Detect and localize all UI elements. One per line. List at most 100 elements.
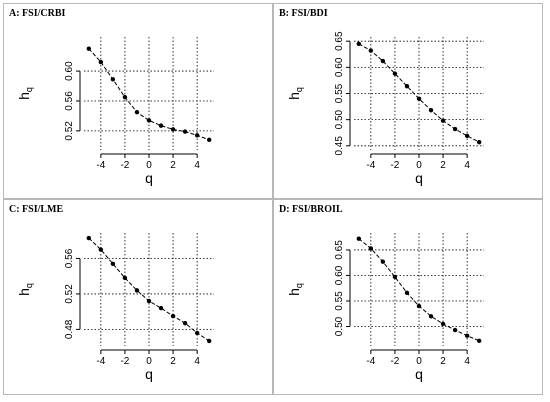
x-tick-label: 0 bbox=[146, 160, 152, 171]
data-point bbox=[122, 275, 128, 281]
y-tick-label: 0.56 bbox=[64, 248, 75, 268]
data-point bbox=[356, 236, 362, 241]
data-point bbox=[368, 48, 374, 53]
data-point bbox=[416, 303, 422, 309]
chart-a: -4 -2 0 2 4 0.52 0.56 0.60 q hq bbox=[16, 37, 214, 186]
data-point bbox=[440, 321, 446, 327]
y-tick-label: 0.45 bbox=[334, 136, 345, 156]
data-point bbox=[380, 259, 386, 264]
y-tick-label: 0.52 bbox=[64, 121, 75, 141]
data-point bbox=[428, 314, 434, 319]
x-tick-label: -4 bbox=[366, 356, 375, 367]
x-tick-label: -2 bbox=[390, 356, 399, 367]
x-tick-label: -2 bbox=[390, 160, 399, 171]
data-point bbox=[404, 290, 410, 296]
chart-c: -4 -2 0 2 4 0.48 0.52 0.56 q hq bbox=[16, 233, 214, 382]
data-point bbox=[158, 305, 164, 311]
y-tick-label: 0.65 bbox=[334, 240, 345, 260]
data-point bbox=[464, 133, 470, 139]
data-point bbox=[464, 333, 470, 338]
panel-c: C: FSI/LME -4 -2 0 2 4 0.48 0.52 0.56 q hq bbox=[3, 199, 273, 395]
y-tick-label: 0.48 bbox=[64, 319, 75, 339]
panel-b: B: FSI/BDI -4 -2 0 2 4 0.45 0.50 0.55 0.60 0.65 q h… bbox=[273, 3, 543, 199]
panel-d: D: FSI/BROIL -4 -2 0 2 4 0.50 0.55 0.60 0.65 q hq bbox=[273, 199, 543, 395]
data-point bbox=[452, 126, 458, 132]
x-axis-label: q bbox=[415, 366, 423, 382]
data-point bbox=[110, 77, 116, 82]
data-point bbox=[170, 127, 176, 132]
data-point bbox=[206, 137, 212, 143]
data-point bbox=[440, 118, 446, 123]
y-tick-label: 0.56 bbox=[64, 91, 75, 111]
data-point bbox=[404, 83, 410, 89]
chart-d: -4 -2 0 2 4 0.50 0.55 0.60 0.65 q hq bbox=[286, 233, 484, 382]
data-point bbox=[98, 247, 104, 252]
x-tick-label: 2 bbox=[440, 160, 446, 171]
x-tick-label: 0 bbox=[416, 160, 422, 171]
x-tick-label: 2 bbox=[170, 356, 176, 367]
panel-a: A: FSI/CRBI -4 -2 0 2 4 0.52 0.56 0.60 q hq bbox=[3, 3, 273, 199]
data-point bbox=[380, 58, 386, 64]
data-point bbox=[182, 129, 188, 134]
data-point bbox=[476, 338, 482, 343]
data-point bbox=[206, 338, 212, 344]
series-line bbox=[88, 48, 210, 141]
x-axis-label: q bbox=[415, 170, 423, 186]
chart-b: -4 -2 0 2 4 0.45 0.50 0.55 0.60 0.65 q hq bbox=[286, 31, 484, 186]
panel-title: B: FSI/BDI bbox=[279, 8, 328, 19]
panel-title: C: FSI/LME bbox=[9, 204, 64, 215]
x-tick-label: 4 bbox=[194, 160, 200, 171]
x-tick-label: -2 bbox=[120, 160, 129, 171]
y-tick-label: 0.65 bbox=[334, 31, 345, 51]
y-tick-label: 0.60 bbox=[64, 61, 75, 81]
panel-title: A: FSI/CRBI bbox=[9, 8, 66, 19]
y-tick-label: 0.55 bbox=[334, 83, 345, 103]
data-point bbox=[428, 108, 434, 113]
data-point bbox=[392, 274, 398, 280]
data-point bbox=[194, 330, 200, 336]
y-tick-label: 0.60 bbox=[334, 57, 345, 77]
x-tick-label: 0 bbox=[416, 356, 422, 367]
x-axis-label: q bbox=[145, 366, 153, 382]
data-point bbox=[182, 320, 188, 326]
y-tick-label: 0.55 bbox=[334, 291, 345, 311]
x-tick-label: -4 bbox=[96, 160, 105, 171]
data-point bbox=[134, 288, 140, 293]
data-point bbox=[122, 95, 128, 100]
panel-title: D: FSI/BROIL bbox=[279, 204, 343, 215]
data-point bbox=[86, 46, 92, 51]
data-point bbox=[194, 133, 200, 138]
data-point bbox=[416, 96, 422, 101]
y-tick-label: 0.50 bbox=[334, 109, 345, 129]
y-tick-label: 0.60 bbox=[334, 265, 345, 285]
y-axis-label: hq bbox=[16, 87, 34, 100]
data-point bbox=[98, 59, 104, 65]
data-point bbox=[476, 139, 482, 145]
data-point bbox=[170, 313, 176, 319]
data-point bbox=[368, 246, 374, 251]
data-point bbox=[158, 123, 164, 128]
x-tick-label: 4 bbox=[194, 356, 200, 367]
x-tick-label: 4 bbox=[464, 356, 470, 367]
data-point bbox=[86, 235, 92, 241]
data-point bbox=[146, 118, 152, 123]
data-point bbox=[146, 298, 152, 304]
x-tick-label: 2 bbox=[440, 356, 446, 367]
y-tick-label: 0.52 bbox=[64, 284, 75, 304]
data-point bbox=[110, 261, 116, 266]
y-axis-label: hq bbox=[16, 283, 34, 296]
y-tick-label: 0.50 bbox=[334, 316, 345, 336]
data-point bbox=[134, 109, 140, 115]
y-axis-label: hq bbox=[286, 283, 304, 296]
x-tick-label: 4 bbox=[464, 160, 470, 171]
x-axis-label: q bbox=[145, 170, 153, 186]
data-point bbox=[356, 41, 362, 47]
x-tick-label: 2 bbox=[170, 160, 176, 171]
y-axis-label: hq bbox=[286, 87, 304, 100]
x-tick-label: -4 bbox=[96, 356, 105, 367]
data-point bbox=[392, 71, 398, 76]
x-tick-label: -4 bbox=[366, 160, 375, 171]
x-tick-label: 0 bbox=[146, 356, 152, 367]
data-point bbox=[452, 327, 458, 333]
